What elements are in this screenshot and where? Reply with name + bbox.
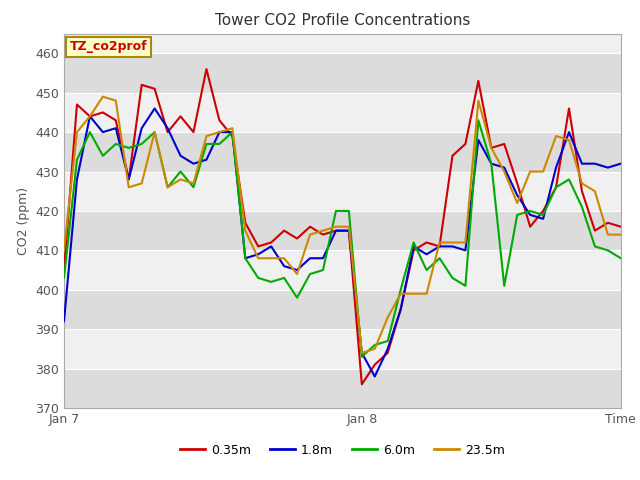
Legend: 0.35m, 1.8m, 6.0m, 23.5m: 0.35m, 1.8m, 6.0m, 23.5m (175, 439, 510, 462)
Title: Tower CO2 Profile Concentrations: Tower CO2 Profile Concentrations (214, 13, 470, 28)
Bar (64, 211, 621, 251)
Bar (64, 53, 621, 93)
Bar (64, 93, 621, 132)
Bar (64, 251, 621, 290)
Bar (64, 329, 621, 369)
Bar (64, 132, 621, 171)
Bar (64, 369, 621, 408)
Bar (64, 290, 621, 329)
Text: TZ_co2prof: TZ_co2prof (70, 40, 147, 53)
Y-axis label: CO2 (ppm): CO2 (ppm) (17, 187, 29, 255)
Bar (64, 171, 621, 211)
